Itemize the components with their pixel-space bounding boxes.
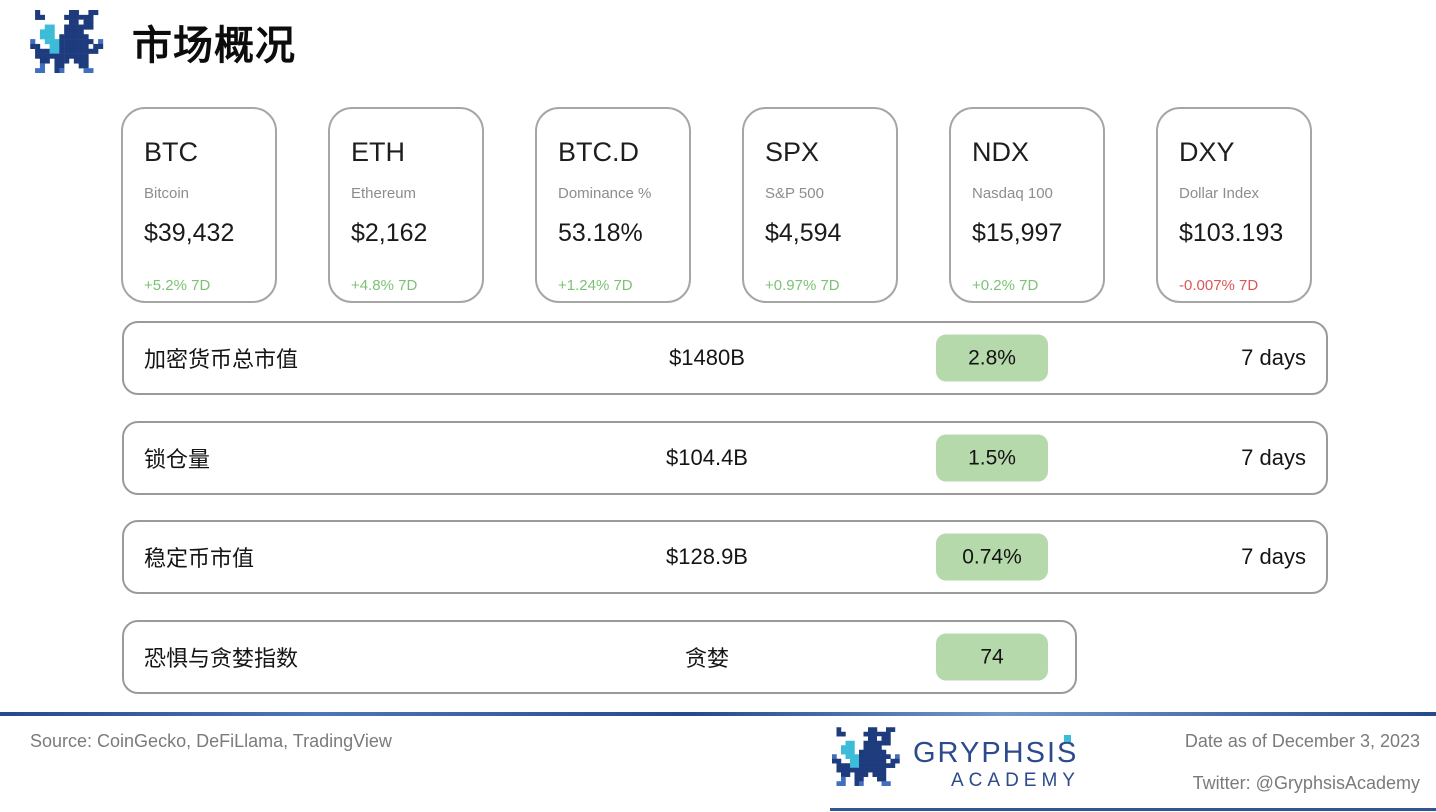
row-period: 7 days bbox=[1241, 544, 1306, 569]
card-eth: ETH Ethereum $2,162 +4.8% 7D bbox=[328, 107, 484, 303]
card-change: +0.97% 7D bbox=[765, 277, 840, 294]
card-change: -0.007% 7D bbox=[1179, 277, 1259, 294]
header: 市场概况 bbox=[30, 10, 296, 73]
row-stablecoin-marketcap: 稳定币市值 $128.9B 0.74% 7 days bbox=[122, 520, 1328, 594]
row-label: 恐惧与贪婪指数 bbox=[144, 646, 299, 671]
change-badge: 1.5% bbox=[936, 434, 1048, 482]
brand-name: GRYPHSIS bbox=[913, 737, 1079, 769]
card-value: 53.18% bbox=[558, 219, 643, 247]
card-change: +4.8% 7D bbox=[351, 277, 418, 294]
gryphsis-dragon-logo-icon bbox=[30, 10, 108, 73]
card-value: $103.193 bbox=[1179, 219, 1284, 247]
card-value: $4,594 bbox=[765, 219, 842, 247]
change-badge: 2.8% bbox=[936, 334, 1048, 382]
row-tvl: 锁仓量 $104.4B 1.5% 7 days bbox=[122, 421, 1328, 495]
footer-divider bbox=[0, 712, 1436, 716]
bottom-accent-line bbox=[830, 808, 1436, 811]
card-change: +5.2% 7D bbox=[144, 277, 211, 294]
card-symbol: DXY bbox=[1179, 137, 1235, 167]
card-name: Nasdaq 100 bbox=[972, 185, 1053, 202]
card-ndx: NDX Nasdaq 100 $15,997 +0.2% 7D bbox=[949, 107, 1105, 303]
row-label: 锁仓量 bbox=[144, 447, 211, 472]
row-value: $1480B bbox=[669, 345, 745, 370]
source-text: Source: CoinGecko, DeFiLlama, TradingVie… bbox=[30, 731, 392, 751]
card-change: +0.2% 7D bbox=[972, 277, 1039, 294]
card-symbol: BTC bbox=[144, 137, 198, 167]
card-name: Dollar Index bbox=[1179, 185, 1260, 202]
row-value: $104.4B bbox=[666, 445, 748, 470]
card-name: S&P 500 bbox=[765, 185, 824, 202]
twitter-handle: Twitter: @GryphsisAcademy bbox=[1192, 773, 1420, 793]
card-symbol: NDX bbox=[972, 137, 1030, 167]
card-value: $2,162 bbox=[351, 219, 428, 247]
card-btc: BTC Bitcoin $39,432 +5.2% 7D bbox=[121, 107, 277, 303]
card-symbol: SPX bbox=[765, 137, 820, 167]
card-name: Ethereum bbox=[351, 185, 417, 202]
card-spx: SPX S&P 500 $4,594 +0.97% 7D bbox=[742, 107, 898, 303]
index-badge: 74 bbox=[936, 633, 1048, 681]
footer-dragon-logo-icon bbox=[832, 727, 904, 786]
change-badge: 0.74% bbox=[936, 533, 1048, 581]
brand-cyan-dot bbox=[1064, 735, 1071, 742]
market-cards: BTC Bitcoin $39,432 +5.2% 7D ETH Ethereu… bbox=[121, 107, 1312, 303]
date-text: Date as of December 3, 2023 bbox=[1184, 731, 1420, 751]
row-fear-greed-index: 恐惧与贪婪指数 贪婪 74 bbox=[122, 620, 1077, 694]
card-symbol: BTC.D bbox=[558, 137, 639, 167]
card-btc-dominance: BTC.D Dominance % 53.18% +1.24% 7D bbox=[535, 107, 691, 303]
page-title: 市场概况 bbox=[132, 23, 296, 68]
card-name: Dominance % bbox=[558, 185, 652, 202]
row-label: 稳定币市值 bbox=[144, 546, 255, 571]
card-change: +1.24% 7D bbox=[558, 277, 633, 294]
row-value: 贪婪 bbox=[684, 646, 729, 671]
card-value: $39,432 bbox=[144, 219, 235, 247]
row-label: 加密货币总市值 bbox=[144, 347, 299, 372]
card-name: Bitcoin bbox=[144, 185, 190, 202]
row-period: 7 days bbox=[1241, 445, 1306, 470]
brand-subtitle: ACADEMY bbox=[951, 770, 1080, 791]
card-value: $15,997 bbox=[972, 219, 1063, 247]
card-dxy: DXY Dollar Index $103.193 -0.007% 7D bbox=[1156, 107, 1312, 303]
row-period: 7 days bbox=[1241, 345, 1306, 370]
card-symbol: ETH bbox=[351, 137, 405, 167]
row-value: $128.9B bbox=[666, 544, 748, 569]
row-total-crypto-marketcap: 加密货币总市值 $1480B 2.8% 7 days bbox=[122, 321, 1328, 395]
